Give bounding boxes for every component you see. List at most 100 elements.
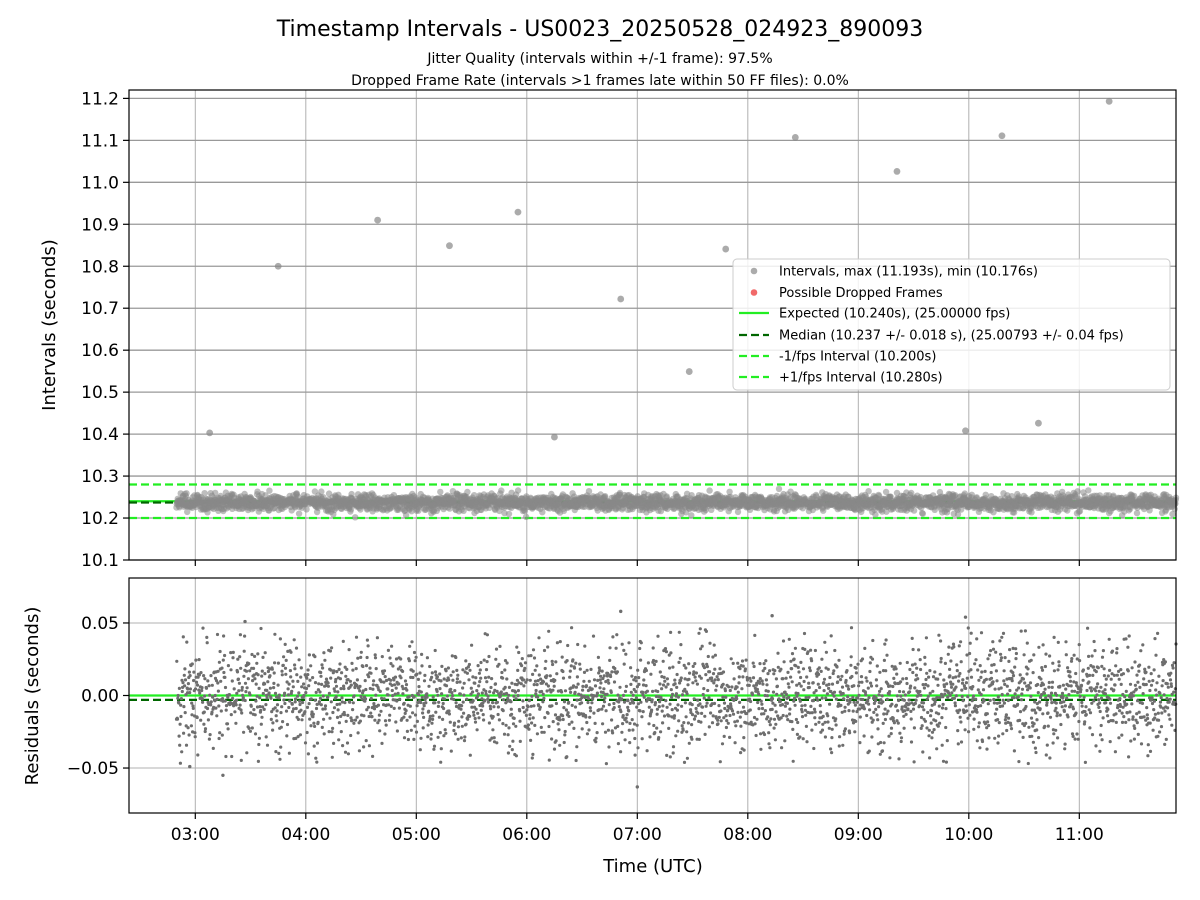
residual-point	[634, 679, 638, 683]
residual-point	[237, 689, 241, 693]
residual-point	[422, 715, 426, 720]
residual-point	[505, 661, 509, 665]
residual-point	[390, 688, 394, 693]
interval-outlier-point	[1035, 419, 1042, 427]
residual-point	[456, 737, 460, 741]
residual-point	[382, 697, 386, 701]
residual-point	[329, 676, 333, 680]
residual-point	[427, 709, 431, 713]
residual-point	[727, 685, 731, 689]
residual-point	[343, 701, 347, 705]
residual-point	[318, 690, 322, 694]
residual-point	[276, 683, 280, 687]
residual-point	[712, 681, 716, 685]
residual-point	[333, 689, 337, 693]
residual-point	[462, 711, 466, 715]
residual-point	[439, 679, 443, 683]
residual-point	[514, 697, 518, 701]
residual-point	[223, 699, 227, 703]
residual-point	[694, 671, 699, 675]
residual-point	[507, 726, 511, 730]
residual-point	[403, 711, 407, 716]
residual-point	[339, 687, 343, 691]
residual-point	[633, 736, 637, 741]
residual-point	[238, 633, 242, 637]
residual-point	[622, 662, 626, 666]
residual-point	[485, 680, 489, 684]
residual-point	[462, 681, 466, 685]
residual-point	[550, 737, 554, 741]
residual-point	[531, 716, 535, 720]
residual-point	[570, 626, 574, 630]
residual-point	[748, 676, 752, 680]
residual-point	[599, 681, 603, 685]
residual-point	[327, 691, 331, 695]
interval-outlier-point	[998, 132, 1006, 140]
interval-point	[212, 489, 219, 497]
residual-point	[308, 678, 312, 682]
residual-point	[452, 721, 457, 725]
residual-point	[739, 751, 743, 755]
residual-point	[321, 666, 325, 670]
residual-point	[187, 733, 191, 737]
residual-point	[455, 677, 459, 681]
residual-point	[667, 726, 671, 731]
residual-point	[654, 659, 658, 664]
residual-point	[741, 705, 746, 709]
residual-point	[183, 684, 187, 688]
residual-point	[243, 634, 247, 638]
residual-point	[403, 679, 408, 683]
residual-point	[256, 673, 260, 677]
residual-point	[568, 669, 572, 673]
residual-point	[339, 730, 343, 734]
residual-point	[194, 658, 198, 662]
top-y-tick-label: 10.4	[81, 425, 119, 445]
residual-point	[188, 687, 192, 691]
residual-point	[232, 687, 236, 691]
residual-point	[680, 724, 684, 728]
residual-point	[623, 689, 628, 694]
residual-point	[454, 701, 458, 705]
residual-point	[529, 654, 533, 658]
residual-point	[710, 676, 714, 680]
residual-point	[440, 692, 444, 696]
residual-point	[712, 701, 717, 706]
residual-point	[452, 697, 456, 702]
residual-point	[436, 693, 440, 697]
residual-point	[238, 655, 242, 659]
interval-point	[514, 487, 522, 494]
residual-point	[664, 685, 668, 689]
residual-point	[636, 746, 640, 750]
residual-point	[477, 671, 481, 675]
residual-point	[244, 669, 249, 673]
residual-point	[223, 675, 227, 680]
residual-point	[280, 673, 284, 677]
residual-point	[491, 728, 495, 732]
residual-point	[485, 660, 489, 664]
residual-point	[560, 690, 564, 694]
residual-point	[536, 695, 540, 699]
residual-point	[542, 730, 546, 734]
residual-point	[534, 688, 538, 693]
residual-point	[217, 736, 221, 741]
residual-point	[576, 642, 580, 647]
residual-point	[634, 690, 638, 694]
residual-point	[331, 710, 335, 715]
residual-point	[209, 674, 213, 678]
residual-point	[269, 717, 273, 722]
residual-point	[244, 690, 248, 694]
residual-point	[533, 723, 537, 728]
residual-point	[202, 722, 206, 726]
residual-point	[297, 691, 301, 695]
residual-point	[183, 667, 187, 671]
residual-point	[178, 722, 182, 726]
residual-point	[538, 705, 542, 709]
residual-point	[180, 689, 184, 694]
residual-point	[715, 675, 719, 679]
residual-point	[465, 697, 469, 701]
residual-point	[452, 728, 456, 733]
residual-point	[608, 646, 612, 650]
residual-point	[481, 713, 485, 717]
residual-point	[580, 701, 584, 705]
residual-point	[699, 676, 703, 680]
